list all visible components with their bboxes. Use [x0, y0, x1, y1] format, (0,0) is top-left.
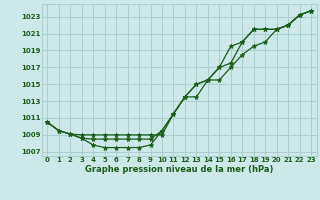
X-axis label: Graphe pression niveau de la mer (hPa): Graphe pression niveau de la mer (hPa): [85, 165, 273, 174]
